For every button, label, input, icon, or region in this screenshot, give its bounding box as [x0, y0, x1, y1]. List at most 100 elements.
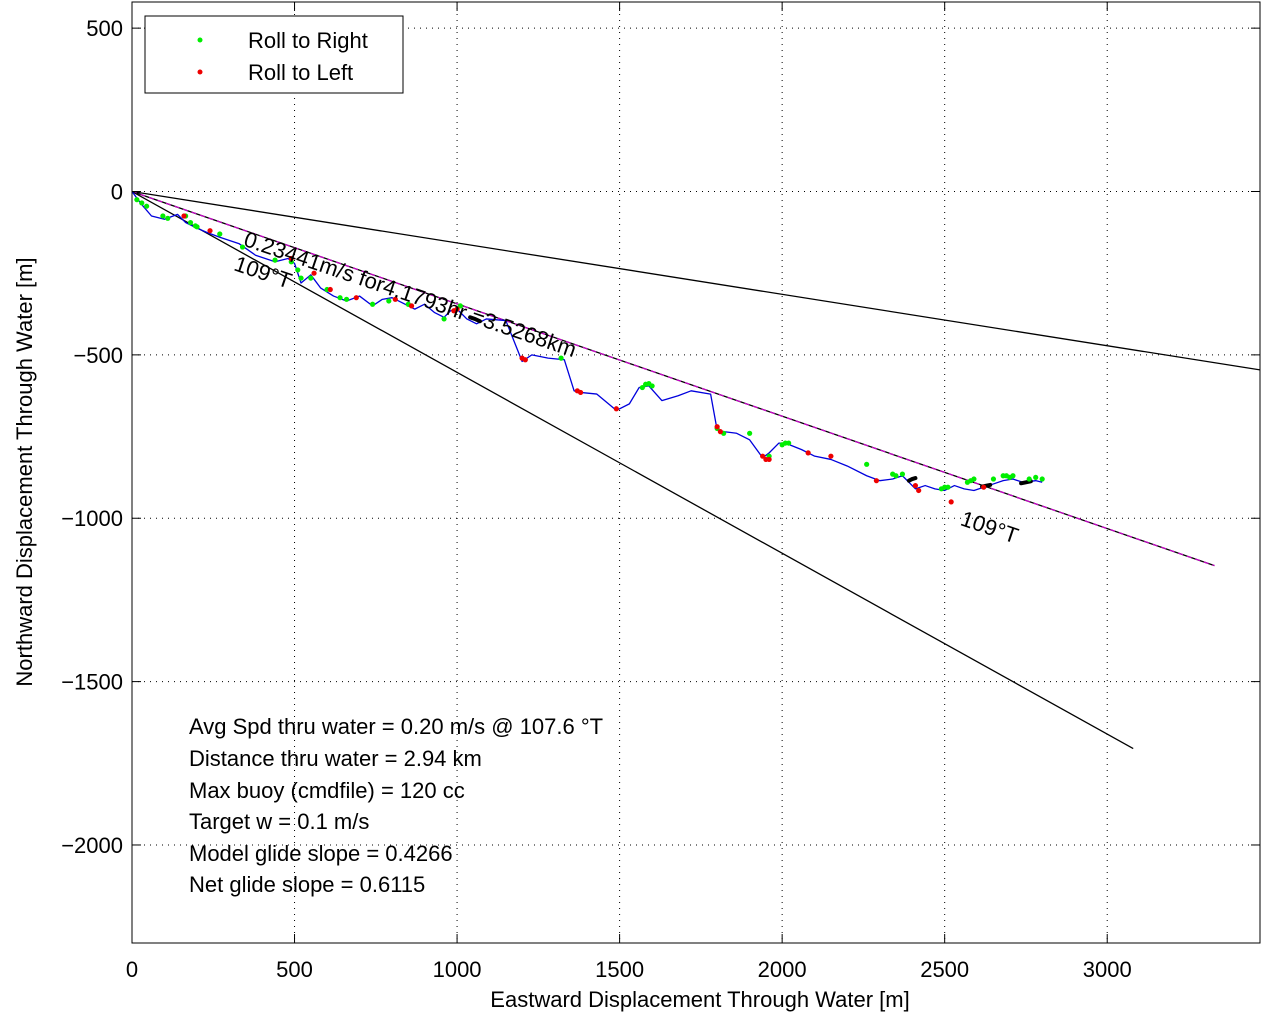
legend-marker-roll-right — [197, 37, 203, 43]
roll-right-point — [457, 303, 463, 309]
stats-line-model-glide: Model glide slope = 0.4266 — [189, 841, 453, 866]
x-tick-label: 2500 — [920, 957, 969, 982]
plot-frame — [131, 1, 1261, 944]
stats-line-distance: Distance thru water = 2.94 km — [189, 746, 482, 771]
roll-right-point — [1039, 476, 1045, 482]
roll-left-point — [522, 357, 528, 363]
y-tick-label: −1000 — [61, 506, 123, 531]
roll-right-point — [160, 213, 166, 219]
roll-right-point — [971, 476, 977, 482]
stats-line-net-glide: Net glide slope = 0.6115 — [189, 872, 425, 897]
black-track-segment — [468, 315, 482, 324]
x-tick-label: 1500 — [595, 957, 644, 982]
roll-left-point — [577, 389, 584, 396]
roll-right-point — [298, 275, 304, 281]
roll-right-point — [1026, 476, 1032, 482]
roll-left-point — [408, 303, 415, 309]
roll-right-point — [990, 476, 997, 482]
black-track-segment — [1019, 479, 1033, 486]
y-tick-label: 500 — [86, 16, 123, 41]
roll-left-point — [948, 499, 954, 505]
roll-right-point — [1010, 473, 1016, 479]
roll-left-point — [912, 482, 919, 489]
roll-right-point — [343, 296, 350, 302]
roll-left-points — [181, 213, 987, 505]
roll-left-point — [981, 484, 987, 490]
roll-left-point — [717, 429, 723, 435]
roll-right-point — [239, 244, 246, 250]
roll-right-point — [369, 301, 376, 307]
roll-left-point — [392, 296, 398, 302]
legend-box — [144, 15, 404, 94]
roll-right-point — [899, 471, 906, 477]
roll-right-point — [217, 231, 223, 237]
roll-right-point — [194, 224, 200, 230]
x-tick-label: 2000 — [758, 957, 807, 982]
roll-right-point — [134, 197, 140, 203]
roll-left-point — [714, 424, 720, 430]
roll-right-points — [134, 197, 1045, 492]
grid — [132, 2, 1260, 943]
legend-marker-roll-left — [197, 69, 203, 75]
roll-right-point — [308, 275, 314, 281]
roll-right-point — [337, 295, 343, 301]
roll-right-point — [649, 383, 655, 389]
roll-left-point — [766, 456, 772, 463]
roll-left-point — [760, 453, 766, 459]
roll-left-point — [805, 450, 811, 456]
roll-left-point — [613, 406, 619, 412]
roll-left-point — [181, 213, 187, 219]
roll-right-point — [1033, 474, 1039, 481]
stats-text-block: Avg Spd thru water = 0.20 m/s @ 107.6 °T… — [189, 714, 603, 897]
roll-right-point — [639, 384, 645, 391]
roll-left-point — [353, 295, 359, 301]
tick-labels: 0 500 1000 1500 2000 2500 3000 500 0 −500 −1000 −15… — [61, 16, 1131, 982]
roll-right-point — [187, 219, 194, 226]
reference-line — [132, 190, 1260, 371]
x-axis-title: Eastward Displacement Through Water [m] — [490, 987, 909, 1012]
roll-right-point — [558, 355, 564, 361]
roll-right-point — [295, 267, 301, 273]
plot-content — [132, 190, 1260, 750]
roll-right-point — [272, 257, 278, 263]
roll-left-point — [828, 453, 834, 459]
reference-line — [132, 190, 1215, 567]
reference-line — [132, 190, 1134, 750]
x-tick-label: 1000 — [433, 957, 482, 982]
stats-line-max-buoy: Max buoy (cmdfile) = 120 cc — [189, 778, 465, 803]
roll-left-point — [311, 270, 317, 276]
stats-line-target-w: Target w = 0.1 m/s — [189, 809, 369, 834]
x-tick-label: 3000 — [1083, 957, 1132, 982]
stats-line-speed: Avg Spd thru water = 0.20 m/s @ 107.6 °T — [189, 714, 603, 739]
y-axis-title: Northward Displacement Through Water [m] — [12, 257, 37, 686]
roll-right-point — [441, 316, 447, 322]
ticks — [131, 2, 1260, 943]
roll-left-point — [288, 255, 294, 262]
roll-right-point — [139, 200, 145, 206]
legend: Roll to Right Roll to Left — [144, 15, 404, 94]
roll-left-point — [207, 228, 213, 234]
black-track-segment — [906, 476, 918, 483]
y-tick-label: 0 — [111, 180, 123, 205]
x-tick-label: 0 — [126, 957, 138, 982]
y-tick-label: −1500 — [61, 670, 123, 695]
roll-left-point — [327, 286, 333, 293]
roll-right-point — [144, 203, 150, 209]
roll-right-point — [864, 461, 870, 467]
y-tick-label: −500 — [73, 343, 123, 368]
roll-left-point — [454, 306, 460, 312]
roll-right-point — [893, 473, 899, 479]
roll-right-point — [165, 215, 171, 221]
roll-right-point — [786, 440, 792, 446]
legend-label-roll-left: Roll to Left — [248, 60, 353, 85]
roll-right-point — [386, 298, 392, 304]
roll-left-point — [916, 487, 922, 494]
roll-left-point — [873, 478, 880, 484]
y-tick-label: −2000 — [61, 833, 123, 858]
roll-right-point — [945, 484, 951, 490]
reference-lines — [132, 190, 1260, 750]
x-tick-label: 500 — [276, 957, 313, 982]
roll-right-point — [747, 430, 753, 436]
legend-label-roll-right: Roll to Right — [248, 28, 368, 53]
